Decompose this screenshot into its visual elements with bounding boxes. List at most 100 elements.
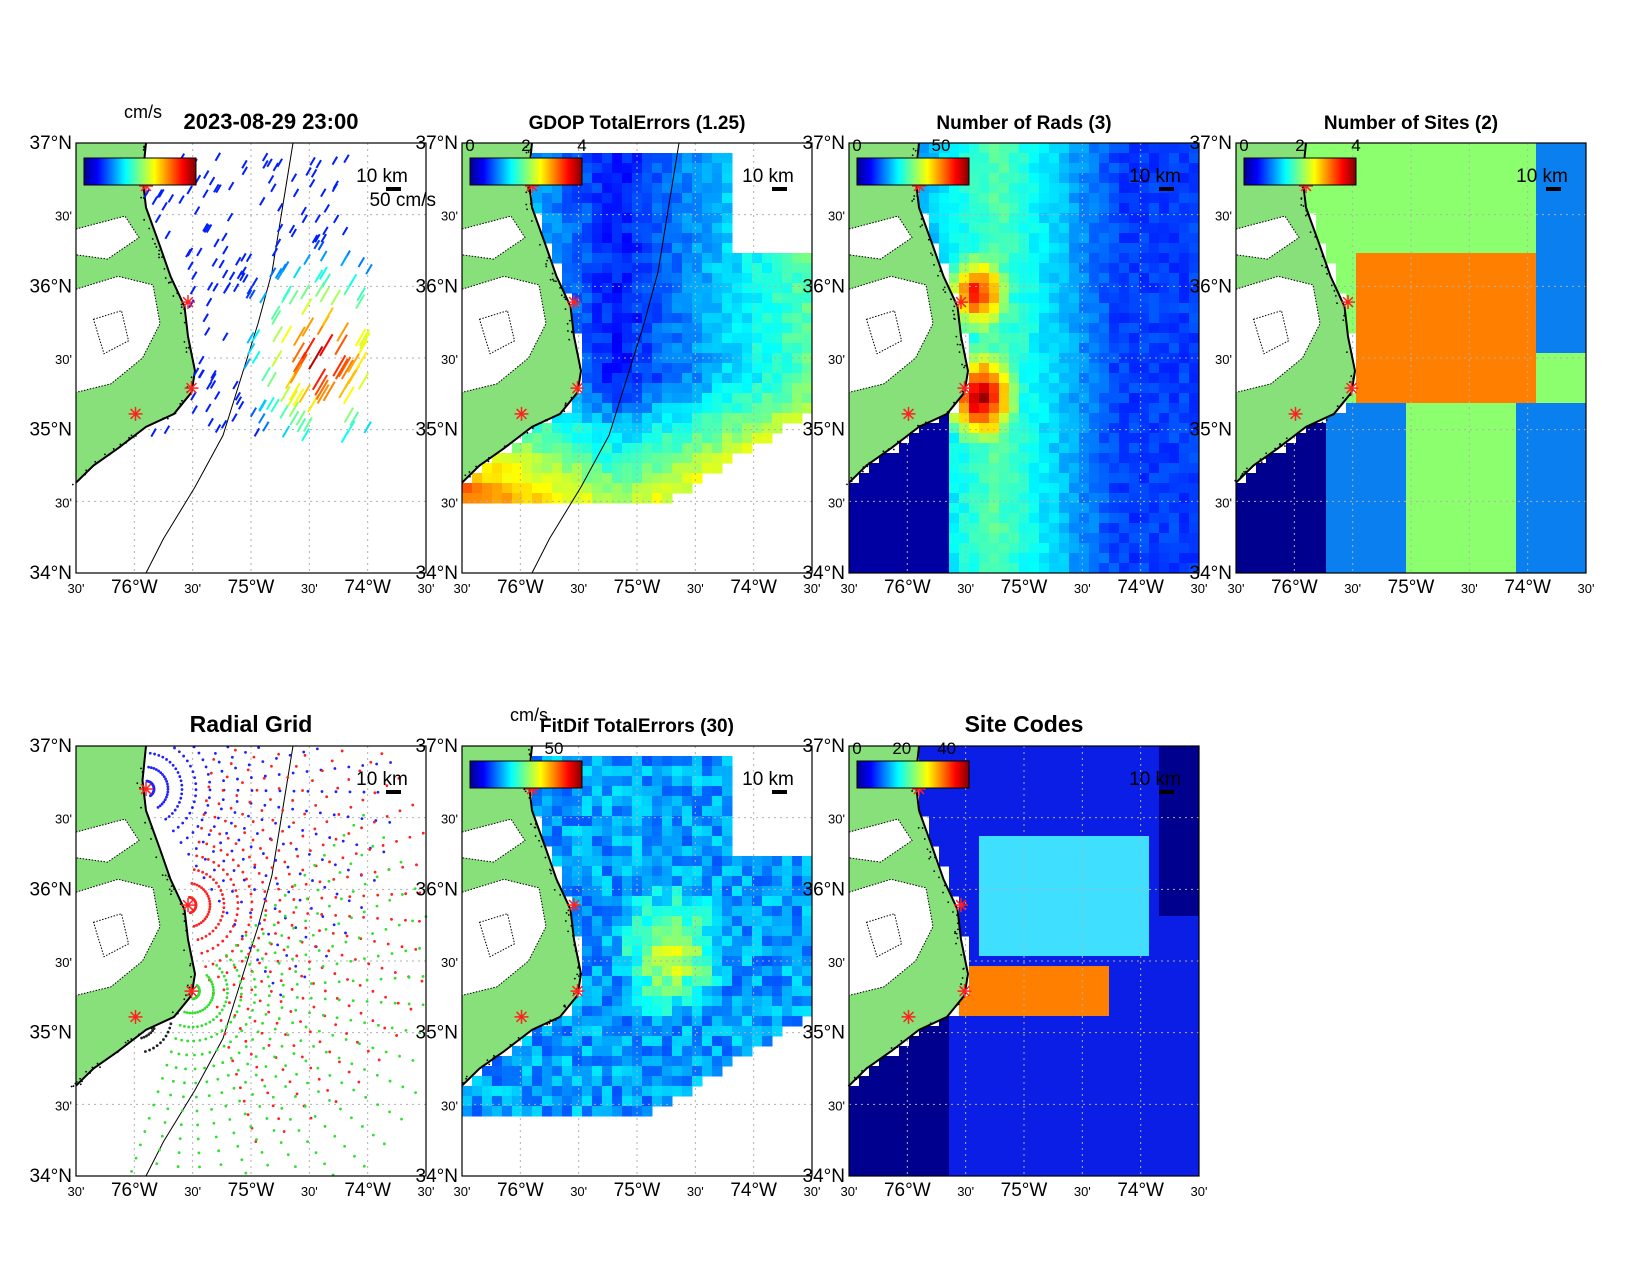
map-panel-fitdif: 37°N30'36°N30'35°N30'34°N30' 76°W 30' 75°W 3… [416, 705, 821, 1201]
current-vector [322, 381, 336, 402]
site-marker-icon [184, 984, 199, 999]
current-vector [265, 396, 275, 411]
site-marker-icon [954, 295, 968, 310]
current-vector [237, 400, 245, 410]
current-vector [313, 239, 321, 250]
current-vector [236, 270, 244, 280]
current-vector [316, 384, 330, 405]
current-vector [190, 391, 197, 401]
current-vector [271, 350, 283, 368]
current-vector [296, 418, 307, 433]
lon-tick-label: 76°W [884, 577, 931, 598]
lat-tick-label: 30' [441, 209, 458, 224]
current-vector [205, 297, 213, 307]
lat-tick-label: 37°N [803, 736, 845, 757]
current-vector [209, 379, 217, 389]
current-vector [251, 350, 261, 364]
lon-tick-label: 74°W [1117, 1180, 1164, 1201]
current-vector [288, 224, 296, 234]
current-vector [261, 366, 271, 382]
current-vector [342, 386, 355, 405]
colorbar-unit-label: cm/s [124, 102, 162, 122]
lon-tick-label: 74°W [344, 577, 391, 598]
lat-tick-label: 35°N [30, 1023, 72, 1044]
lon-tick-label: 74°W [730, 1180, 777, 1201]
colorbar [1243, 157, 1357, 186]
current-vector [363, 421, 372, 434]
lat-tick-label: 34°N [803, 1166, 845, 1187]
current-vector [289, 382, 301, 401]
current-vector [192, 367, 200, 377]
lat-tick-label: 34°N [416, 563, 458, 584]
site-marker-icon [514, 406, 529, 421]
current-vector [336, 322, 350, 342]
site-marker-icon [567, 898, 581, 913]
current-vector [293, 326, 306, 347]
current-vector [262, 159, 269, 169]
current-vector [292, 266, 302, 279]
site-marker-icon [957, 381, 972, 396]
current-vector [167, 193, 175, 203]
current-vector [239, 272, 246, 282]
site-marker-icon [1344, 381, 1359, 396]
current-vector [343, 407, 355, 423]
current-vector [355, 351, 368, 370]
current-vector [186, 247, 194, 257]
colorbar-tick-label: 4 [577, 136, 586, 155]
current-vector [242, 274, 249, 283]
lon-tick-label: 30' [841, 1184, 858, 1199]
current-vector [349, 411, 360, 427]
current-vector [191, 271, 198, 281]
current-vector [300, 206, 307, 216]
current-vector [246, 331, 255, 344]
lat-tick-label: 30' [828, 812, 845, 827]
lat-tick-label: 30' [55, 209, 72, 224]
colorbar-tick-label: 50 [932, 136, 951, 155]
current-vector [359, 332, 371, 350]
lat-tick-label: 37°N [416, 133, 458, 154]
lon-tick-label: 30' [68, 1184, 85, 1199]
current-vector [186, 185, 193, 195]
current-vector [258, 413, 266, 424]
lon-tick-label: 30' [1074, 1184, 1091, 1199]
site-marker-icon [570, 381, 585, 396]
current-vector [203, 170, 210, 180]
current-vector [253, 427, 261, 437]
current-vector [241, 166, 248, 176]
site-marker-icon [957, 984, 972, 999]
current-vector [270, 398, 280, 413]
current-vector [271, 309, 282, 326]
colorbar-tick-label: 50 [545, 739, 564, 758]
lat-tick-label: 34°N [1190, 563, 1232, 584]
panel-title: Radial Grid [190, 711, 313, 737]
scale-bar-label: 10 km [356, 166, 408, 187]
current-vector [332, 354, 347, 377]
current-vector [348, 273, 358, 288]
lat-tick-label: 30' [828, 352, 845, 367]
current-vector [332, 214, 340, 224]
site-marker-icon [1341, 295, 1355, 310]
lat-tick-label: 37°N [30, 736, 72, 757]
panel-title: GDOP TotalErrors (1.25) [529, 113, 746, 134]
current-vector [323, 203, 330, 213]
lon-tick-label: 74°W [1117, 577, 1164, 598]
current-vector [178, 195, 185, 205]
current-vector [196, 247, 203, 257]
lon-tick-label: 74°W [344, 1180, 391, 1201]
current-vector [354, 328, 367, 347]
lon-tick-label: 74°W [730, 577, 777, 598]
lon-tick-label: 75°W [1388, 577, 1435, 598]
lon-tick-label: 30' [301, 1184, 318, 1199]
current-vector [301, 428, 311, 442]
colorbar-tick-label: 0 [1239, 136, 1248, 155]
current-vector [270, 183, 277, 193]
current-vector [221, 269, 229, 279]
lat-tick-label: 30' [55, 812, 72, 827]
current-vector [232, 380, 239, 390]
site-marker-icon [1288, 406, 1303, 421]
current-vector [340, 359, 354, 380]
current-vector [214, 390, 221, 400]
lat-tick-label: 34°N [30, 1166, 72, 1187]
panel-title: Number of Rads (3) [936, 113, 1111, 134]
